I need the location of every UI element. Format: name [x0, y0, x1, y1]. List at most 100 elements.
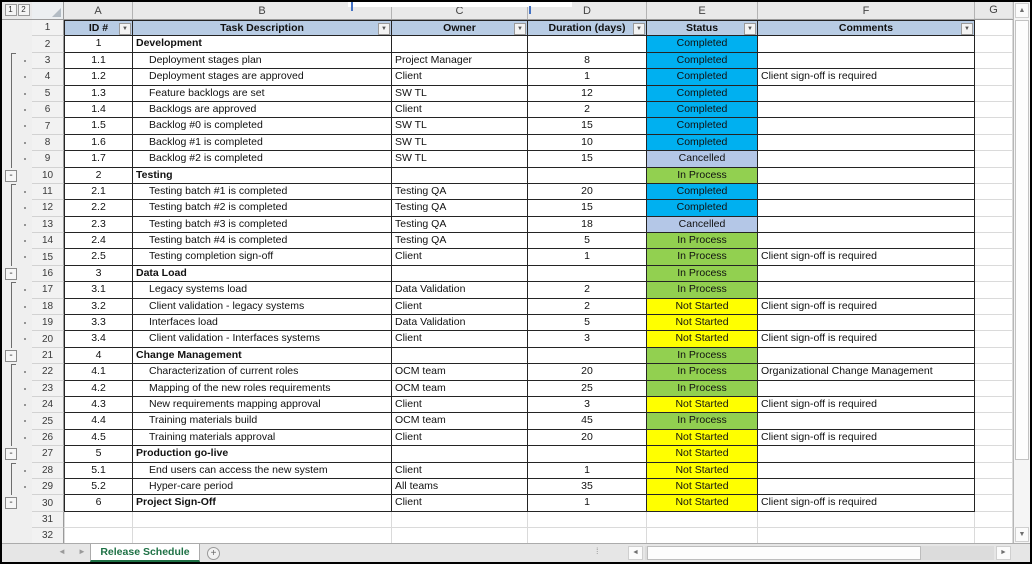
cell-comments[interactable]: [758, 528, 975, 543]
cell-comments[interactable]: [758, 85, 975, 102]
cell-g[interactable]: [975, 20, 1013, 37]
outline-collapse-button[interactable]: -: [5, 267, 17, 280]
cell-duration[interactable]: 2: [528, 101, 647, 119]
cell-duration[interactable]: 1: [528, 495, 647, 512]
cell-id[interactable]: 4.2: [64, 380, 133, 397]
cell-owner[interactable]: [392, 36, 528, 53]
cell-task[interactable]: Interfaces load: [133, 315, 392, 332]
cell-owner[interactable]: Client: [392, 101, 528, 119]
cell-g[interactable]: [975, 69, 1013, 86]
cell-owner[interactable]: Client: [392, 462, 528, 479]
cell-g[interactable]: [975, 233, 1013, 250]
cell-duration[interactable]: 10: [528, 134, 647, 152]
vertical-scrollbar[interactable]: ▲ ▼: [1013, 2, 1030, 543]
cell-owner[interactable]: Client: [392, 396, 528, 414]
cell-status[interactable]: Cancelled: [647, 216, 758, 234]
cell-owner[interactable]: All teams: [392, 478, 528, 496]
cell-status[interactable]: In Process: [647, 167, 758, 184]
cell-status[interactable]: Not Started: [647, 495, 758, 512]
outline-level-1-button[interactable]: 1: [4, 4, 17, 16]
cell-owner[interactable]: [392, 167, 528, 184]
cell-id[interactable]: 1.2: [64, 69, 133, 86]
cell-id[interactable]: 2.3: [64, 216, 133, 234]
cell-comments[interactable]: [758, 216, 975, 234]
row-header[interactable]: 16: [32, 265, 64, 283]
cell-g[interactable]: [975, 347, 1013, 365]
cell-comments[interactable]: Client sign-off is required: [758, 396, 975, 414]
row-header[interactable]: 27: [32, 446, 64, 463]
cell-duration[interactable]: [528, 347, 647, 365]
cell-duration[interactable]: 20: [528, 183, 647, 201]
vertical-scrollbar-thumb[interactable]: [1015, 20, 1029, 460]
row-header[interactable]: 11: [32, 183, 64, 201]
cell-task[interactable]: Backlog #2 is completed: [133, 151, 392, 168]
cell-status[interactable]: [647, 528, 758, 543]
row-header[interactable]: 30: [32, 495, 64, 512]
header-cell-status[interactable]: Status ▼: [647, 20, 758, 37]
cell-task[interactable]: Project Sign-Off: [133, 495, 392, 512]
cell-duration[interactable]: 2: [528, 298, 647, 316]
cell-task[interactable]: Backlogs are approved: [133, 101, 392, 119]
cell-id[interactable]: 2.4: [64, 233, 133, 250]
cell-status[interactable]: In Process: [647, 364, 758, 381]
cell-comments[interactable]: Client sign-off is required: [758, 331, 975, 348]
cell-owner[interactable]: Testing QA: [392, 233, 528, 250]
cell-duration[interactable]: [528, 528, 647, 543]
cell-id[interactable]: 6: [64, 495, 133, 512]
cell-task[interactable]: Change Management: [133, 347, 392, 365]
cell-owner[interactable]: [392, 511, 528, 529]
cell-duration[interactable]: 15: [528, 151, 647, 168]
cell-id[interactable]: 1.4: [64, 101, 133, 119]
cell-duration[interactable]: [528, 511, 647, 529]
cell-id[interactable]: 3.3: [64, 315, 133, 332]
cell-duration[interactable]: 8: [528, 52, 647, 70]
filter-dropdown-icon[interactable]: ▼: [744, 22, 756, 35]
row-header[interactable]: 32: [32, 528, 64, 543]
cell-id[interactable]: 2.2: [64, 200, 133, 217]
cell-owner[interactable]: Testing QA: [392, 200, 528, 217]
cell-comments[interactable]: [758, 151, 975, 168]
cell-comments[interactable]: [758, 183, 975, 201]
row-header[interactable]: 18: [32, 298, 64, 316]
cell-comments[interactable]: [758, 101, 975, 119]
cell-g[interactable]: [975, 298, 1013, 316]
header-cell-duration[interactable]: Duration (days) ▼: [528, 20, 647, 37]
row-header[interactable]: 25: [32, 413, 64, 430]
cell-id[interactable]: 5: [64, 446, 133, 463]
row-header[interactable]: 17: [32, 282, 64, 299]
cell-owner[interactable]: [392, 265, 528, 283]
cell-status[interactable]: In Process: [647, 233, 758, 250]
cell-status[interactable]: Not Started: [647, 446, 758, 463]
cell-status[interactable]: Completed: [647, 118, 758, 135]
cell-g[interactable]: [975, 380, 1013, 397]
cell-g[interactable]: [975, 134, 1013, 152]
cell-owner[interactable]: Data Validation: [392, 282, 528, 299]
cell-task[interactable]: Training materials build: [133, 413, 392, 430]
cell-id[interactable]: 1.1: [64, 52, 133, 70]
scroll-right-icon[interactable]: ►: [996, 546, 1011, 560]
row-header[interactable]: 23: [32, 380, 64, 397]
cell-task[interactable]: Mapping of the new roles requirements: [133, 380, 392, 397]
cell-owner[interactable]: SW TL: [392, 118, 528, 135]
cell-task[interactable]: Testing: [133, 167, 392, 184]
row-header[interactable]: 19: [32, 315, 64, 332]
outline-collapse-button[interactable]: -: [5, 349, 17, 362]
sheet-nav-right-icon[interactable]: ►: [78, 547, 86, 556]
cell-task[interactable]: Testing batch #2 is completed: [133, 200, 392, 217]
cell-id[interactable]: 4.3: [64, 396, 133, 414]
cell-status[interactable]: [647, 511, 758, 529]
cell-status[interactable]: Not Started: [647, 429, 758, 447]
cell-status[interactable]: In Process: [647, 265, 758, 283]
cell-status[interactable]: Not Started: [647, 478, 758, 496]
header-cell-task[interactable]: Task Description ▼: [133, 20, 392, 37]
cell-owner[interactable]: [392, 347, 528, 365]
filter-dropdown-icon[interactable]: ▼: [633, 22, 645, 35]
cell-duration[interactable]: 25: [528, 380, 647, 397]
row-header[interactable]: 8: [32, 134, 64, 152]
outline-collapse-button[interactable]: -: [5, 169, 17, 182]
cell-id[interactable]: [64, 511, 133, 529]
cell-status[interactable]: In Process: [647, 282, 758, 299]
cell-comments[interactable]: [758, 462, 975, 479]
cell-status[interactable]: Completed: [647, 134, 758, 152]
cell-g[interactable]: [975, 446, 1013, 463]
